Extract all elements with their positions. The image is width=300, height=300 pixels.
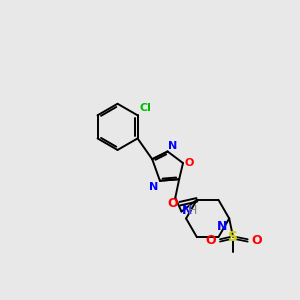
Text: N: N (149, 182, 158, 192)
Text: O: O (206, 233, 216, 247)
Text: N: N (168, 141, 178, 151)
Text: H: H (188, 204, 197, 217)
Text: N: N (182, 204, 192, 217)
Text: O: O (251, 233, 262, 247)
Text: O: O (167, 197, 178, 210)
Text: S: S (228, 230, 238, 244)
Text: O: O (184, 158, 194, 168)
Text: Cl: Cl (139, 103, 151, 113)
Text: N: N (217, 220, 228, 233)
